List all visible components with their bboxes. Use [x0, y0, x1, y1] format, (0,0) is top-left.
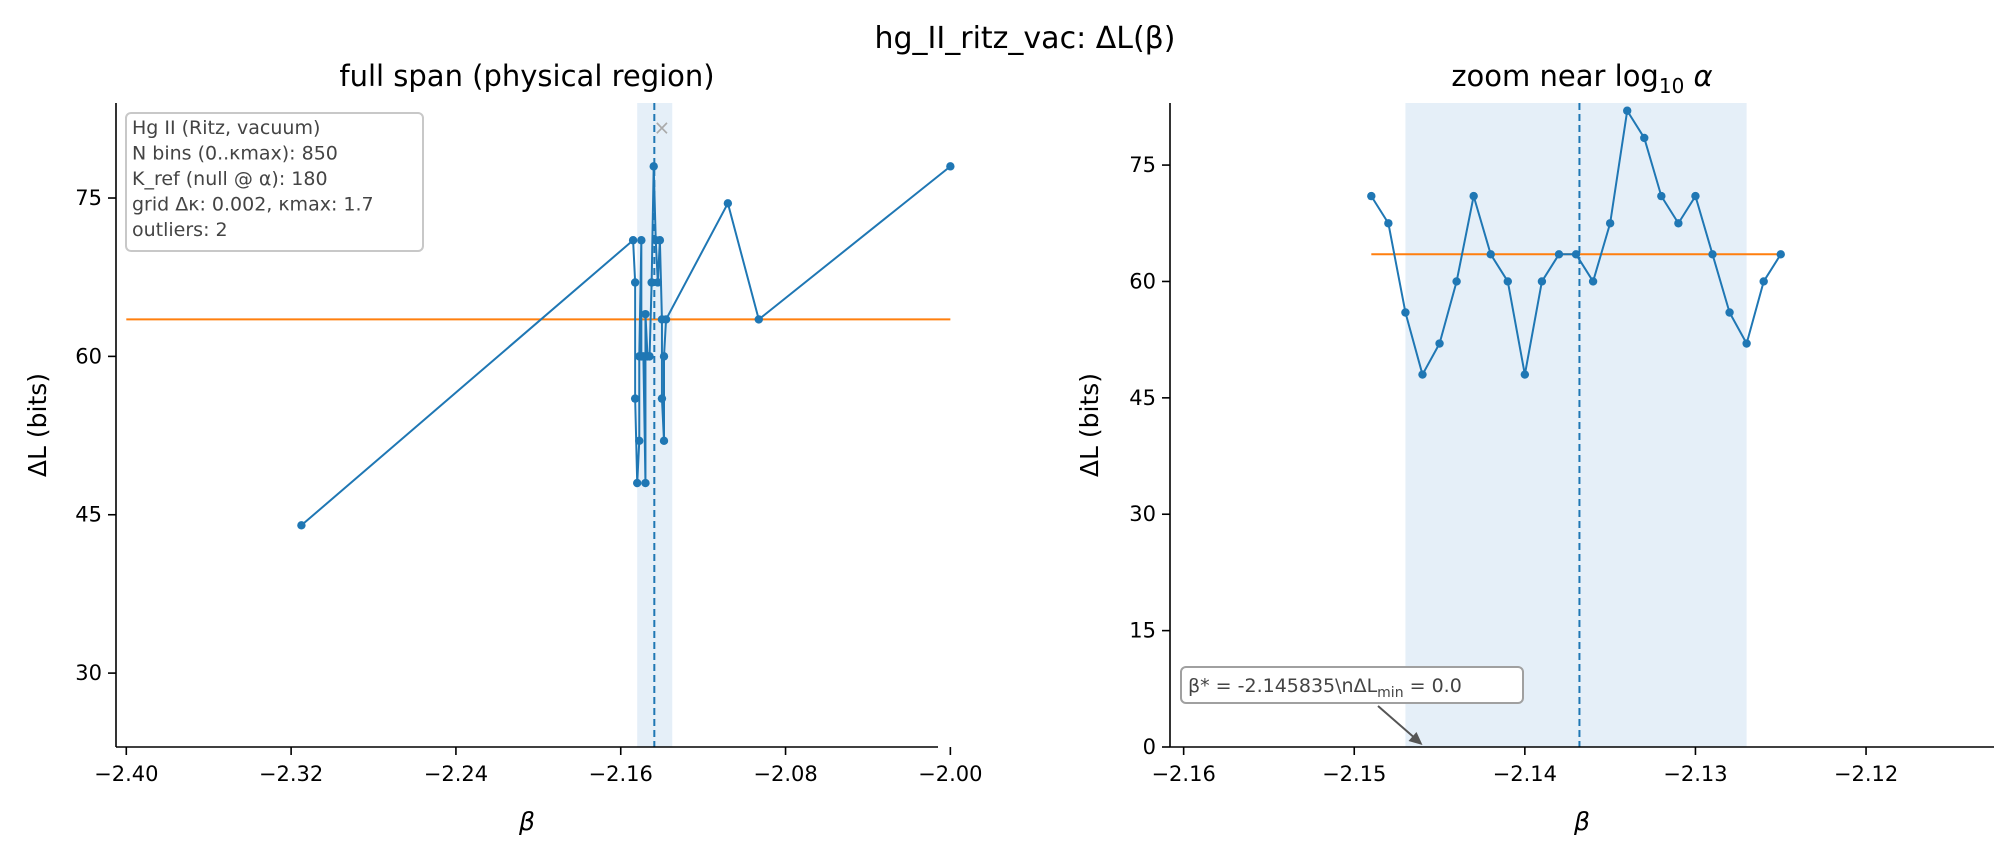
data-point-3 — [630, 394, 640, 403]
data-point-14 — [1605, 219, 1615, 228]
data-point-1 — [1384, 219, 1393, 228]
data-point-13 — [645, 352, 654, 361]
data-point-4 — [1435, 339, 1444, 348]
x-axis-label: β — [518, 807, 535, 836]
x-tick-label-1: −2.15 — [1322, 762, 1386, 786]
data-point-15 — [649, 162, 658, 171]
x-axis-label: β — [1573, 807, 1590, 836]
data-point-18 — [655, 236, 665, 245]
data-point-0 — [297, 521, 306, 530]
data-point-13 — [1588, 277, 1598, 286]
data-point-3 — [1418, 370, 1427, 379]
data-point-2 — [630, 278, 640, 287]
x-tick-label-2: −2.24 — [424, 762, 488, 786]
y-tick-label-4: 60 — [1129, 269, 1156, 293]
data-point-2 — [1401, 308, 1410, 317]
y-tick-label-3: 75 — [75, 186, 102, 210]
x-tick-label-2: −2.14 — [1493, 762, 1557, 786]
info-line-3: grid Δκ: 0.002, κmax: 1.7 — [132, 194, 374, 216]
data-point-18 — [1674, 219, 1683, 228]
x-tick-label-4: −2.12 — [1834, 762, 1898, 786]
data-point-1 — [628, 236, 638, 245]
info-line-2: K_ref (null @ α): 180 — [132, 168, 328, 190]
y-tick-label-3: 45 — [1129, 386, 1156, 410]
figure-suptitle: hg_II_ritz_vac: ΔL(β) — [875, 21, 1176, 56]
data-point-15 — [1623, 106, 1632, 115]
x-tick-label-5: −2.00 — [918, 762, 982, 786]
data-point-24 — [1776, 250, 1785, 259]
info-line-1: N bins (0..κmax): 850 — [132, 143, 338, 165]
data-point-5 — [1452, 277, 1461, 286]
data-point-6 — [1469, 191, 1478, 201]
data-point-4 — [633, 478, 642, 488]
data-point-10 — [641, 478, 650, 488]
outlier-marker: × — [654, 115, 671, 139]
data-point-17 — [1657, 191, 1666, 201]
data-point-19 — [1691, 191, 1700, 201]
y-tick-label-0: 30 — [75, 661, 102, 685]
x-tick-label-0: −2.40 — [94, 762, 158, 786]
data-point-12 — [1571, 250, 1581, 259]
highlight-band — [1405, 103, 1747, 747]
data-point-7 — [637, 236, 646, 245]
data-point-10 — [1537, 277, 1547, 286]
data-point-9 — [1520, 370, 1530, 379]
data-point-21 — [659, 436, 669, 446]
annotation-box — [1180, 666, 1524, 704]
data-point-22 — [1742, 339, 1751, 348]
x-tick-label-4: −2.08 — [753, 762, 817, 786]
annotation-text: β* = -2.145835\nΔLmin = 0.0 — [1188, 675, 1462, 701]
panel-title: zoom near log10 α — [1451, 59, 1712, 98]
x-tick-label-3: −2.13 — [1663, 762, 1727, 786]
data-point-23 — [1759, 277, 1768, 286]
data-point-17 — [653, 278, 663, 287]
y-axis-label: ΔL (bits) — [23, 373, 52, 477]
data-point-11 — [1554, 250, 1564, 259]
data-point-7 — [1486, 250, 1495, 259]
data-point-24 — [723, 199, 733, 208]
data-point-11 — [641, 309, 650, 319]
data-point-23 — [661, 315, 671, 324]
panel-full-span: × −2.40 −2.32 −2.24 −2.16 −2.08 −2.00 30 45 60 75 β… — [23, 59, 983, 836]
panel-title: full span (physical region) — [339, 59, 714, 93]
info-line-4: outliers: 2 — [132, 219, 228, 241]
y-axis-label: ΔL (bits) — [1075, 373, 1104, 477]
panel-zoom: −2.16 −2.15 −2.14 −2.13 −2.12 0 15 30 45 60 75 β ΔL … — [1075, 59, 1994, 836]
data-point-25 — [754, 315, 763, 324]
y-tick-label-1: 15 — [1129, 619, 1156, 643]
data-point-20 — [657, 394, 667, 403]
x-tick-label-0: −2.16 — [1151, 762, 1215, 786]
info-box — [125, 112, 424, 252]
x-tick-label-1: −2.32 — [259, 762, 323, 786]
x-tick-label-3: −2.16 — [589, 762, 653, 786]
data-point-21 — [1725, 308, 1734, 317]
y-tick-label-2: 60 — [75, 344, 102, 368]
y-tick-label-0: 0 — [1143, 735, 1156, 759]
data-point-5 — [635, 436, 644, 446]
data-point-22 — [659, 352, 669, 361]
info-line-0: Hg II (Ritz, vacuum) — [132, 117, 320, 139]
data-point-0 — [1367, 191, 1376, 201]
data-point-20 — [1708, 250, 1717, 259]
y-tick-label-1: 45 — [75, 503, 102, 527]
y-tick-label-5: 75 — [1129, 153, 1156, 177]
data-point-26 — [946, 162, 955, 171]
annotation-arrowhead — [1408, 732, 1423, 745]
y-tick-label-2: 30 — [1129, 502, 1156, 526]
data-point-16 — [1640, 133, 1649, 143]
data-point-8 — [1503, 277, 1512, 286]
